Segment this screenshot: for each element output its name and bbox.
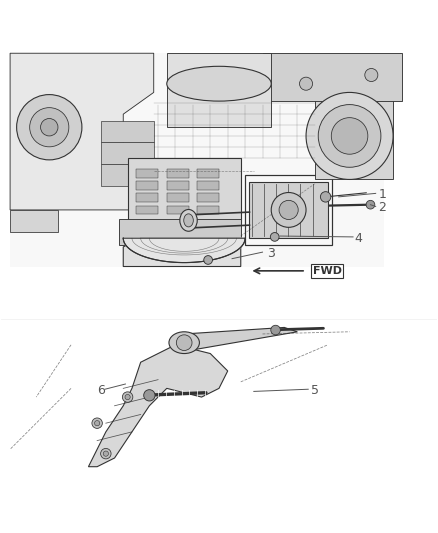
- Text: 3: 3: [267, 247, 275, 260]
- Polygon shape: [10, 210, 58, 232]
- Polygon shape: [250, 182, 328, 238]
- Polygon shape: [119, 219, 241, 245]
- Ellipse shape: [184, 214, 193, 227]
- Polygon shape: [167, 169, 188, 177]
- Circle shape: [101, 448, 111, 459]
- Circle shape: [321, 192, 331, 202]
- Circle shape: [30, 108, 69, 147]
- Circle shape: [279, 200, 298, 220]
- Circle shape: [271, 192, 306, 228]
- Polygon shape: [167, 206, 188, 214]
- Circle shape: [177, 335, 192, 351]
- Circle shape: [270, 232, 279, 241]
- Text: 4: 4: [354, 232, 362, 245]
- Text: 6: 6: [98, 384, 106, 397]
- Circle shape: [306, 92, 393, 180]
- Ellipse shape: [180, 209, 197, 231]
- Polygon shape: [197, 169, 219, 177]
- Polygon shape: [167, 181, 188, 190]
- Polygon shape: [127, 158, 241, 223]
- Polygon shape: [167, 53, 271, 127]
- Text: FWD: FWD: [313, 266, 342, 276]
- Polygon shape: [136, 169, 158, 177]
- Polygon shape: [10, 53, 385, 266]
- Polygon shape: [136, 193, 158, 202]
- Text: 5: 5: [311, 384, 319, 397]
- Polygon shape: [184, 327, 297, 351]
- Polygon shape: [123, 238, 245, 263]
- Polygon shape: [10, 53, 154, 210]
- Circle shape: [300, 77, 313, 90]
- Circle shape: [365, 68, 378, 82]
- Polygon shape: [88, 345, 228, 467]
- Polygon shape: [136, 181, 158, 190]
- Circle shape: [122, 392, 133, 402]
- Circle shape: [103, 451, 109, 456]
- Polygon shape: [262, 53, 402, 101]
- Ellipse shape: [169, 332, 199, 353]
- Polygon shape: [102, 142, 154, 164]
- Circle shape: [125, 394, 130, 400]
- Polygon shape: [102, 164, 154, 186]
- Circle shape: [331, 118, 368, 154]
- Polygon shape: [102, 120, 154, 142]
- Circle shape: [41, 118, 58, 136]
- Circle shape: [95, 421, 100, 426]
- Polygon shape: [197, 181, 219, 190]
- Text: 2: 2: [378, 201, 386, 214]
- Polygon shape: [197, 193, 219, 202]
- Polygon shape: [315, 58, 393, 180]
- Polygon shape: [136, 206, 158, 214]
- Ellipse shape: [167, 66, 271, 101]
- Circle shape: [318, 104, 381, 167]
- Circle shape: [92, 418, 102, 429]
- Circle shape: [17, 94, 82, 160]
- Circle shape: [366, 200, 375, 209]
- Polygon shape: [167, 193, 188, 202]
- Polygon shape: [123, 238, 241, 266]
- Circle shape: [144, 390, 155, 401]
- Circle shape: [204, 256, 212, 264]
- Circle shape: [271, 325, 280, 335]
- Polygon shape: [197, 206, 219, 214]
- Text: 1: 1: [378, 188, 386, 201]
